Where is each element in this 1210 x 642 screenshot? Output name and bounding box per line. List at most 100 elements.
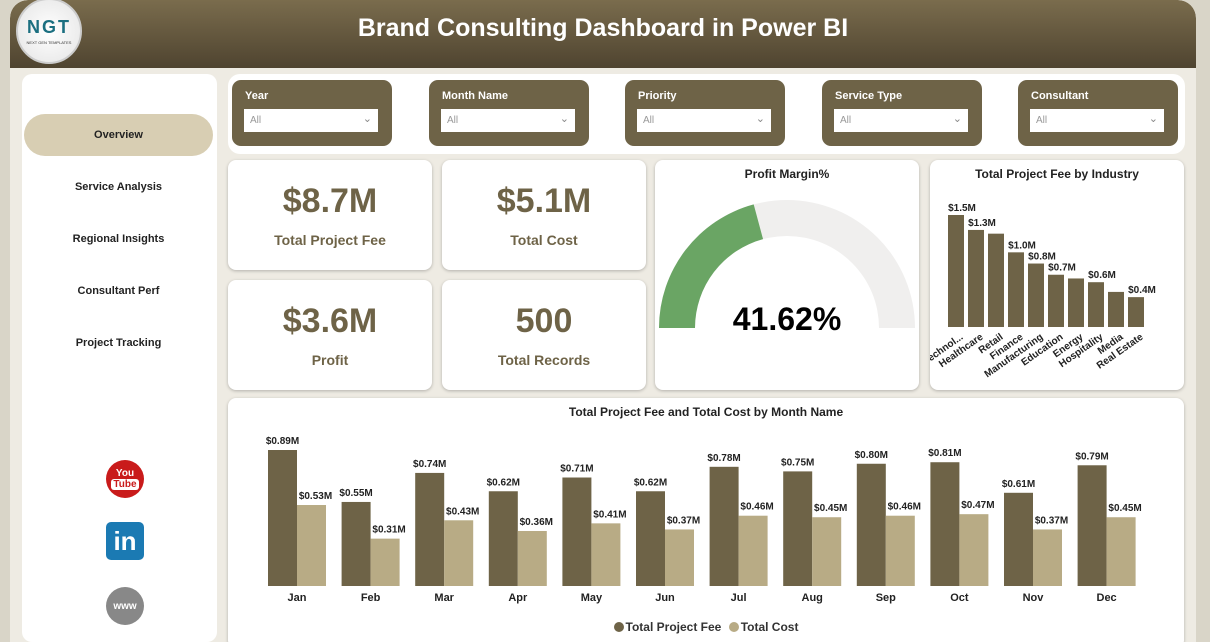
bar-data-label: $0.36M [520, 517, 553, 528]
bar-data-label: $0.31M [372, 525, 405, 536]
chart-title: Total Project Fee and Total Cost by Mont… [568, 405, 844, 419]
slicer-priority: Priority All ⌄ [625, 80, 785, 146]
monthly-chart-card: Total Project Fee and Total Cost by Mont… [228, 398, 1184, 642]
cost-bar [959, 514, 989, 586]
industry-bar [1028, 263, 1044, 327]
legend-label-cost: Total Cost [740, 620, 799, 634]
month-tick-label: Jul [731, 592, 747, 604]
website-globe-icon[interactable]: www [106, 587, 144, 625]
industry-data-label: $0.6M [1088, 270, 1116, 281]
kpi-label: Total Project Fee [274, 232, 386, 248]
month-tick-label: Jun [655, 592, 675, 604]
kpi-total-records: 500 Total Records [442, 280, 646, 390]
industry-chart-card: Total Project Fee by Industry $1.5M Techn… [930, 160, 1184, 390]
kpi-profit: $3.6M Profit [228, 280, 432, 390]
industry-bar [1128, 297, 1144, 327]
slicer-label: Year [245, 90, 269, 102]
cost-bar [517, 530, 547, 586]
header-bar: NGT NEXT GEN TEMPLATES Brand Consulting … [10, 0, 1196, 68]
dashboard-frame: NGT NEXT GEN TEMPLATES Brand Consulting … [10, 0, 1196, 642]
bar-data-label: $0.89M [266, 436, 299, 447]
sidebar-item-consultant-perf[interactable]: Consultant Perf [77, 285, 160, 297]
bar-data-label: $0.53M [299, 491, 332, 502]
sidebar-item-service-analysis[interactable]: Service Analysis [74, 181, 163, 193]
kpi-label: Profit [311, 352, 349, 368]
sidebar-item-project-tracking[interactable]: Project Tracking [75, 337, 162, 349]
kpi-total-cost: $5.1M Total Cost [442, 160, 646, 270]
chart-title: Total Project Fee by Industry [975, 167, 1139, 181]
dropdown-value: All [250, 115, 262, 126]
slicer-service-type: Service Type All ⌄ [822, 80, 982, 146]
bar-data-label: $0.46M [740, 502, 773, 513]
year-dropdown[interactable]: All ⌄ [244, 109, 378, 132]
slicer-consultant: Consultant All ⌄ [1018, 80, 1178, 146]
cost-bar [812, 517, 842, 586]
fee-bar [488, 491, 518, 586]
fee-bar [856, 463, 886, 586]
dropdown-value: All [1036, 115, 1048, 126]
industry-bar [1068, 278, 1084, 327]
bar-data-label: $0.78M [707, 453, 740, 464]
dropdown-value: All [643, 115, 655, 126]
sidebar-item-overview[interactable]: Overview [24, 114, 213, 156]
bar-data-label: $0.74M [413, 459, 446, 470]
industry-bar [1108, 291, 1124, 327]
month-tick-label: Oct [950, 592, 969, 604]
slicer-label: Consultant [1031, 90, 1089, 102]
month-name-dropdown[interactable]: All ⌄ [441, 109, 575, 132]
consultant-dropdown[interactable]: All ⌄ [1030, 109, 1164, 132]
fee-bar [930, 462, 960, 586]
bar-data-label: $0.43M [446, 506, 479, 517]
slicer-label: Priority [638, 90, 677, 102]
industry-bar-chart: $1.5MTechnol...$1.3MHealthcareRetail$1.0… [930, 203, 1156, 380]
month-tick-label: Jan [288, 592, 307, 604]
bar-data-label: $0.75M [781, 457, 814, 468]
logo-subtext: NEXT GEN TEMPLATES [26, 40, 72, 45]
fee-bar [341, 501, 371, 586]
chevron-down-icon: ⌄ [559, 113, 569, 125]
industry-bar [1048, 274, 1064, 327]
industry-bar [948, 215, 964, 327]
linkedin-icon[interactable]: in [106, 522, 144, 560]
cost-bar [591, 523, 621, 586]
slicer-label: Month Name [442, 90, 508, 102]
industry-data-label: $0.7M [1048, 263, 1076, 274]
sidebar-item-regional-insights[interactable]: Regional Insights [72, 233, 165, 245]
cost-bar [1033, 529, 1062, 586]
bar-data-label: $0.41M [593, 509, 626, 520]
priority-dropdown[interactable]: All ⌄ [637, 109, 771, 132]
bar-data-label: $0.81M [928, 448, 961, 459]
bar-data-label: $0.62M [634, 477, 667, 488]
industry-data-label: $0.4M [1128, 285, 1156, 296]
month-tick-label: Nov [1023, 592, 1045, 604]
month-tick-label: Dec [1097, 592, 1117, 604]
cost-bar [444, 520, 474, 586]
bar-data-label: $0.61M [1002, 479, 1035, 490]
fee-bar [783, 471, 813, 586]
industry-bar [1088, 282, 1104, 327]
logo-text: NGT [27, 17, 71, 37]
gauge-fill [659, 204, 764, 328]
service-type-dropdown[interactable]: All ⌄ [834, 109, 968, 132]
cost-bar [885, 515, 915, 586]
bar-data-label: $0.80M [855, 450, 888, 461]
page-title: Brand Consulting Dashboard in Power BI [357, 14, 849, 42]
fee-bar [1004, 492, 1033, 586]
cost-bar [665, 529, 694, 586]
profit-margin-gauge-card: Profit Margin% 41.62% [655, 160, 919, 390]
youtube-icon[interactable]: You Tube [106, 460, 144, 498]
legend-dot-fee [613, 622, 624, 632]
bar-data-label: $0.37M [1035, 515, 1068, 526]
chevron-down-icon: ⌄ [1148, 113, 1158, 125]
fee-bar [1077, 465, 1107, 586]
cost-bar [297, 505, 326, 586]
bar-data-label: $0.62M [487, 477, 520, 488]
slicer-month-name: Month Name All ⌄ [429, 80, 589, 146]
industry-data-label: $0.8M [1028, 252, 1056, 263]
youtube-text-bottom: Tube [111, 479, 139, 490]
slicer-label: Service Type [835, 90, 903, 102]
dropdown-value: All [447, 115, 459, 126]
fee-bar [562, 477, 592, 586]
legend-label-fee: Total Project Fee [625, 620, 722, 634]
bar-data-label: $0.47M [961, 500, 994, 511]
